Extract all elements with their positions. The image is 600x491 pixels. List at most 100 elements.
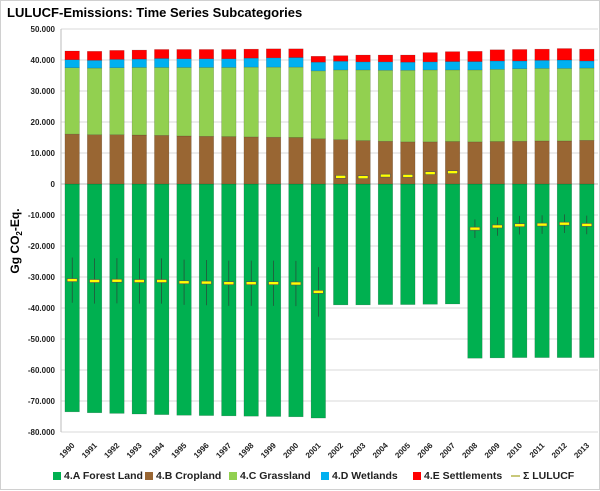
bar-4-d-wetlands [377,61,393,71]
bar-4-c-grassland [400,69,416,143]
lulucf-marker [268,281,279,286]
bar-4-c-grassland [64,67,80,135]
bar-4-e-settlements [400,54,416,63]
lulucf-marker [313,290,324,294]
y-tick-label: -70.000 [28,397,56,406]
bar-4-e-settlements [131,49,147,60]
y-tick-label: -10.000 [28,211,56,220]
bar-4-a-forest-land [422,183,438,305]
x-tick-label: 2005 [393,441,412,460]
lulucf-marker [66,278,78,282]
bar-4-b-cropland [154,135,170,185]
bar-4-b-cropland [266,136,282,185]
bar-4-e-settlements [64,50,80,60]
lulucf-marker [424,171,436,175]
x-tick-label: 1998 [237,441,256,460]
x-tick-label: 2003 [349,441,368,460]
bar-4-e-settlements [355,54,371,63]
bar-4-a-forest-land [534,183,550,358]
bar-4-e-settlements [310,56,326,63]
lulucf-marker [447,170,458,175]
bar-4-c-grassland [489,69,505,142]
bar-4-d-wetlands [243,57,259,68]
bar-4-b-cropland [445,141,461,185]
legend-item: 4.C Grassland [229,470,311,482]
bar-4-b-cropland [489,141,505,185]
legend-item: Σ LULUCF [511,470,574,482]
bar-4-a-forest-land [556,183,572,358]
bar-4-e-settlements [534,48,550,61]
x-tick-label: 2009 [483,441,502,460]
bar-4-c-grassland [445,69,461,142]
bar-4-c-grassland [176,67,192,137]
bar-4-c-grassland [243,66,259,138]
bar-4-e-settlements [489,49,505,62]
lulucf-marker [514,223,525,228]
bar-4-d-wetlands [176,58,192,68]
y-tick-label: -20.000 [28,242,56,251]
legend-label: 4.A Forest Land [64,470,143,482]
legend-label: 4.C Grassland [240,470,311,482]
bar-4-d-wetlands [288,57,304,68]
bar-4-e-settlements [512,49,528,62]
bar-4-d-wetlands [87,60,103,69]
lulucf-marker [223,281,235,286]
bar-4-c-grassland [333,69,349,140]
bar-4-e-settlements [243,48,259,59]
bar-4-b-cropland [87,134,103,185]
x-tick-label: 1993 [125,441,144,460]
lulucf-marker [134,279,145,283]
legend-item: 4.A Forest Land [53,470,143,482]
x-tick-label: 2007 [438,441,457,460]
x-tick-label: 2006 [416,441,435,460]
bar-4-d-wetlands [131,58,147,68]
x-tick-label: 1995 [170,441,189,460]
bar-4-e-settlements [333,55,349,62]
y-axis-label: Gg CO2-Eq. [8,208,24,273]
bar-4-b-cropland [109,134,125,185]
lulucf-marker [380,173,391,178]
legend-item: 4.D Wetlands [321,470,398,482]
bar-4-d-wetlands [64,59,80,68]
bar-4-e-settlements [221,49,237,60]
legend-swatch [229,472,237,480]
bar-4-a-forest-land [467,183,483,359]
legend-label: Σ LULUCF [523,470,575,482]
x-tick-label: 1994 [147,441,166,460]
bar-4-c-grassland [87,67,103,135]
bar-4-b-cropland [377,140,393,185]
bar-4-b-cropland [534,140,550,185]
lulucf-marker [245,281,257,286]
bar-4-a-forest-land [489,183,505,359]
x-tick-label: 2010 [505,441,524,460]
lulucf-marker [201,280,212,285]
bar-4-d-wetlands [400,61,416,71]
bar-4-e-settlements [176,49,192,60]
x-tick-label: 2011 [528,441,547,460]
bar-4-d-wetlands [512,60,528,69]
legend-swatch [145,472,153,480]
bar-4-d-wetlands [266,57,282,68]
bar-4-d-wetlands [154,58,170,68]
bar-4-e-settlements [445,51,461,62]
lulucf-marker [89,279,100,283]
bar-4-d-wetlands [579,60,595,69]
bar-4-c-grassland [512,68,528,142]
x-tick-label: 2001 [304,441,323,460]
bar-4-c-grassland [355,69,371,141]
bar-4-b-cropland [579,140,595,185]
bar-4-e-settlements [579,48,595,62]
lulucf-marker [581,223,593,227]
lulucf-marker [402,174,414,178]
bar-4-d-wetlands [109,59,125,69]
bar-4-a-forest-land [512,183,528,358]
lulucf-marker [357,175,369,179]
bar-4-d-wetlands [221,58,237,68]
y-tick-label: 40.000 [31,56,56,65]
lulucf-marker [156,279,167,283]
bar-4-b-cropland [131,134,147,185]
x-tick-label: 1996 [192,441,211,460]
bar-4-c-grassland [109,67,125,135]
lulucf-marker [536,222,548,227]
legend-label: 4.B Cropland [156,470,222,482]
